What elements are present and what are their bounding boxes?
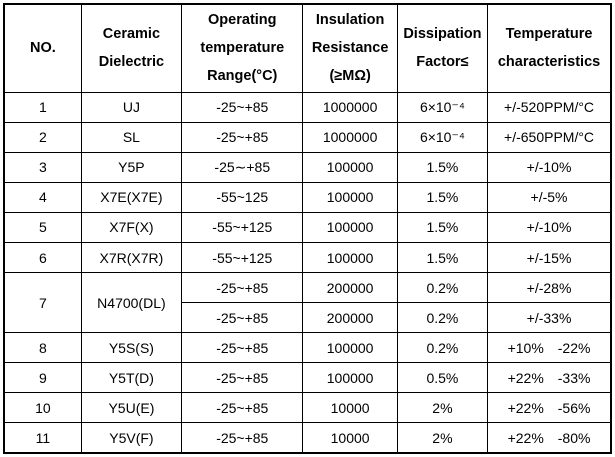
cell-dielectric: N4700(DL)	[80, 272, 183, 334]
table-row: 6 X7R(X7R) -55~+125 100000 1.5% +/-15%	[3, 241, 612, 274]
cell-dissipation: 1.5%	[396, 211, 489, 244]
cell-no: 10	[3, 392, 82, 424]
cell-temp-characteristics: +/-10%	[487, 151, 612, 183]
cell-dielectric: UJ	[80, 91, 183, 123]
cell-temp-characteristics: +/-520PPM/°C	[487, 91, 612, 123]
cell-dissipation: 1.5%	[396, 181, 489, 213]
cell-no: 1	[3, 91, 82, 123]
cell-resistance: 10000	[302, 422, 398, 454]
ceramic-dielectric-spec-table: NO. Ceramic Dielectric Operating tempera…	[3, 3, 612, 454]
cell-temp-characteristics: +/-15%	[487, 241, 612, 274]
cell-range: -55~+125	[181, 241, 304, 274]
cell-range: -25~+85	[181, 302, 304, 334]
cell-resistance: 100000	[302, 151, 398, 183]
cell-range: -25∼+85	[181, 151, 304, 183]
cell-range: -25~+85	[181, 362, 304, 394]
cell-range: -55~125	[181, 181, 304, 213]
cell-dielectric: Y5S(S)	[80, 332, 183, 364]
cell-resistance: 100000	[302, 211, 398, 244]
cell-range: -25~+85	[181, 121, 304, 153]
cell-dielectric: X7R(X7R)	[80, 241, 183, 274]
table-row: 1 UJ -25~+85 1000000 6×10⁻⁴ +/-520PPM/°C	[3, 91, 612, 123]
cell-range: -25~+85	[181, 332, 304, 364]
cell-temp-characteristics: +/-33%	[487, 302, 612, 334]
cell-dielectric: Y5V(F)	[80, 422, 183, 454]
cell-resistance: 100000	[302, 332, 398, 364]
cell-resistance: 200000	[302, 272, 398, 304]
cell-resistance: 10000	[302, 392, 398, 424]
cell-temp-characteristics: +/-28%	[487, 272, 612, 304]
cell-dissipation: 1.5%	[396, 151, 489, 183]
cell-dissipation: 6×10⁻⁴	[396, 91, 489, 123]
cell-temp-characteristics: +22% -56%	[487, 392, 612, 424]
cell-no: 6	[3, 241, 82, 274]
table-row: 11 Y5V(F) -25~+85 10000 2% +22% -80%	[3, 422, 612, 454]
cell-range: -25~+85	[181, 392, 304, 424]
header-dissipation-factor: Dissipation Factor≤	[396, 3, 489, 93]
cell-temp-characteristics: +22% -33%	[487, 362, 612, 394]
cell-resistance: 1000000	[302, 121, 398, 153]
table-row: 5 X7F(X) -55~+125 100000 1.5% +/-10%	[3, 211, 612, 244]
table-row-merged-bottom: -25~+85 200000 0.2% +/-33%	[4, 302, 612, 334]
cell-dielectric: Y5U(E)	[80, 392, 183, 424]
cell-resistance: 100000	[302, 241, 398, 274]
cell-temp-characteristics: +10% -22%	[487, 332, 612, 364]
header-operating-temperature-range: Operating temperature Range(°C)	[181, 3, 304, 93]
cell-no: 3	[3, 151, 82, 183]
cell-dissipation: 0.2%	[396, 302, 489, 334]
cell-resistance: 100000	[302, 362, 398, 394]
cell-dielectric: X7F(X)	[80, 211, 183, 244]
cell-temp-characteristics: +/-10%	[487, 211, 612, 244]
cell-no: 7	[3, 272, 82, 334]
cell-dissipation: 0.2%	[396, 332, 489, 364]
cell-dissipation: 2%	[396, 392, 489, 424]
table-row: 4 X7E(X7E) -55~125 100000 1.5% +/-5%	[3, 181, 612, 213]
table-row: 9 Y5T(D) -25~+85 100000 0.5% +22% -33%	[3, 362, 612, 394]
cell-dielectric: X7E(X7E)	[80, 181, 183, 213]
cell-no: 4	[3, 181, 82, 213]
cell-temp-characteristics: +22% -80%	[487, 422, 612, 454]
cell-range: -25~+85	[181, 91, 304, 123]
cell-temp-characteristics: +/-5%	[487, 181, 612, 213]
cell-no: 8	[3, 332, 82, 364]
cell-dissipation: 2%	[396, 422, 489, 454]
cell-dissipation: 0.2%	[396, 272, 489, 304]
cell-temp-characteristics: +/-650PPM/°C	[487, 121, 612, 153]
cell-no: 9	[3, 362, 82, 394]
cell-dielectric: Y5P	[80, 151, 183, 183]
cell-dissipation: 1.5%	[396, 241, 489, 274]
cell-range: -55~+125	[181, 211, 304, 244]
cell-resistance: 200000	[302, 302, 398, 334]
cell-no: 5	[3, 211, 82, 244]
header-temperature-characteristics: Temperature characteristics	[487, 3, 612, 93]
cell-range: -25~+85	[181, 422, 304, 454]
cell-resistance: 1000000	[302, 91, 398, 123]
header-no: NO.	[3, 3, 82, 93]
table-row-merged-top: 7 N4700(DL) -25~+85 200000 0.2% +/-28%	[3, 272, 612, 334]
header-ceramic-dielectric: Ceramic Dielectric	[80, 3, 183, 93]
cell-no: 11	[3, 422, 82, 454]
table-row: 10 Y5U(E) -25~+85 10000 2% +22% -56%	[3, 392, 612, 424]
header-insulation-resistance: Insulation Resistance (≥MΩ)	[302, 3, 398, 93]
cell-dissipation: 6×10⁻⁴	[396, 121, 489, 153]
table-header-row: NO. Ceramic Dielectric Operating tempera…	[3, 3, 612, 93]
cell-dielectric: Y5T(D)	[80, 362, 183, 394]
cell-range: -25~+85	[181, 272, 304, 304]
cell-no: 2	[3, 121, 82, 153]
cell-dissipation: 0.5%	[396, 362, 489, 394]
table-row: 3 Y5P -25∼+85 100000 1.5% +/-10%	[3, 151, 612, 183]
table-row: 2 SL -25~+85 1000000 6×10⁻⁴ +/-650PPM/°C	[3, 121, 612, 153]
cell-resistance: 100000	[302, 181, 398, 213]
cell-dielectric: SL	[80, 121, 183, 153]
table-row: 8 Y5S(S) -25~+85 100000 0.2% +10% -22%	[3, 332, 612, 364]
